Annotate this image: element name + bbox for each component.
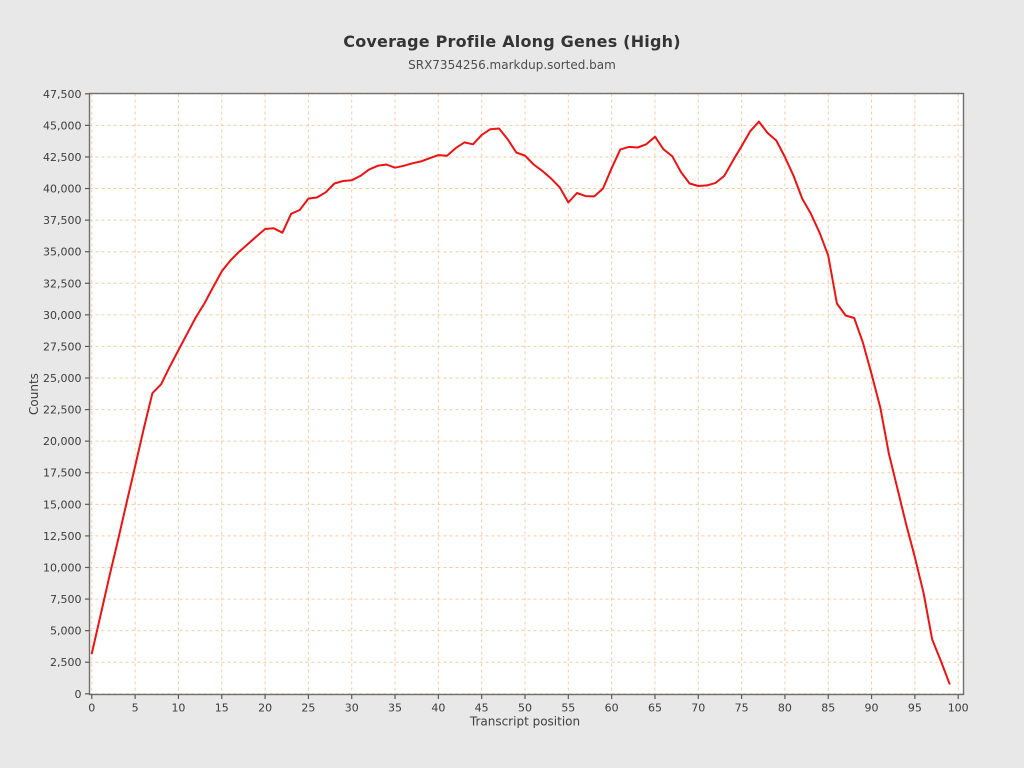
y-tick-label: 27,500 bbox=[43, 340, 82, 353]
y-tick-label: 2,500 bbox=[50, 656, 82, 669]
chart-subtitle: SRX7354256.markdup.sorted.bam bbox=[408, 58, 616, 72]
x-tick-label: 55 bbox=[561, 702, 575, 715]
y-tick-label: 35,000 bbox=[43, 246, 82, 259]
y-tick-label: 40,000 bbox=[43, 183, 82, 196]
y-tick-label: 15,000 bbox=[43, 498, 82, 511]
coverage-series-line bbox=[90, 120, 951, 685]
y-tick-label: 20,000 bbox=[43, 435, 82, 448]
y-tick-label: 47,500 bbox=[43, 88, 82, 101]
x-tick-label: 50 bbox=[518, 702, 532, 715]
y-tick-label: 12,500 bbox=[43, 530, 82, 543]
x-tick-label: 70 bbox=[691, 702, 705, 715]
y-axis-label: Counts bbox=[27, 373, 41, 415]
y-tick-label: 37,500 bbox=[43, 214, 82, 227]
y-tick-label: 5,000 bbox=[50, 625, 82, 638]
plot-border bbox=[88, 92, 965, 696]
x-tick-label: 90 bbox=[865, 702, 879, 715]
x-tick-label: 95 bbox=[908, 702, 922, 715]
x-tick-label: 40 bbox=[431, 702, 445, 715]
y-tick-label: 22,500 bbox=[43, 404, 82, 417]
y-tick-label: 30,000 bbox=[43, 309, 82, 322]
x-tick-label: 75 bbox=[735, 702, 749, 715]
y-tick-label: 32,500 bbox=[43, 277, 82, 290]
y-tick-label: 17,500 bbox=[43, 467, 82, 480]
y-tick-label: 42,500 bbox=[43, 151, 82, 164]
y-tick-label: 25,000 bbox=[43, 372, 82, 385]
x-tick-label: 30 bbox=[345, 702, 359, 715]
x-tick-label: 100 bbox=[948, 702, 969, 715]
x-tick-label: 85 bbox=[821, 702, 835, 715]
x-tick-label: 5 bbox=[132, 702, 139, 715]
x-tick-label: 10 bbox=[171, 702, 185, 715]
x-axis-label: Transcript position bbox=[469, 715, 580, 729]
x-tick-label: 45 bbox=[475, 702, 489, 715]
y-tick-label: 45,000 bbox=[43, 119, 82, 132]
x-tick-label: 65 bbox=[648, 702, 662, 715]
y-tick-label: 7,500 bbox=[50, 593, 82, 606]
plot-area bbox=[89, 93, 964, 695]
y-tick-label: 10,000 bbox=[43, 561, 82, 574]
x-tick-label: 60 bbox=[605, 702, 619, 715]
chart-title: Coverage Profile Along Genes (High) bbox=[343, 32, 681, 51]
x-tick-label: 80 bbox=[778, 702, 792, 715]
x-tick-label: 35 bbox=[388, 702, 402, 715]
x-tick-label: 20 bbox=[258, 702, 272, 715]
x-tick-label: 0 bbox=[88, 702, 95, 715]
x-tick-label: 15 bbox=[215, 702, 229, 715]
x-tick-label: 25 bbox=[301, 702, 315, 715]
y-tick-label: 0 bbox=[75, 688, 82, 701]
